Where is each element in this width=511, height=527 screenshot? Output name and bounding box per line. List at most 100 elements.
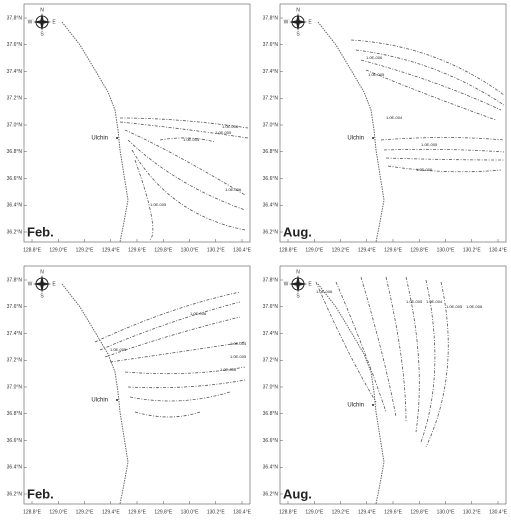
contour-label: 1.0E-004 (183, 137, 200, 142)
x-tick-label: 130.2°E (463, 247, 482, 253)
y-tick-label: 36.4°N (7, 465, 23, 471)
contour-line (386, 158, 504, 160)
y-tick-label: 37.4°N (263, 331, 279, 337)
site-marker (372, 137, 374, 139)
y-tick-label: 37.8°N (263, 15, 279, 21)
contour-label: 1.0E-005 (421, 142, 438, 147)
x-tick-label: 129.0°E (305, 509, 324, 515)
contour-label: 1.0E-005 (215, 130, 232, 135)
y-tick-label: 36.8°N (7, 149, 23, 155)
x-tick-label: 128.8°E (279, 247, 298, 253)
y-tick-label: 37.2°N (7, 96, 23, 102)
x-tick-label: 129.2°E (76, 509, 95, 515)
x-tick-label: 129.8°E (410, 247, 429, 253)
y-tick-label: 36.6°N (7, 438, 23, 444)
x-tick-label: 129.6°E (384, 509, 403, 515)
compass-e: E (308, 281, 312, 287)
x-tick-label: 129.2°E (332, 247, 351, 253)
x-tick-label: 130.4°E (489, 509, 508, 515)
y-tick-label: 37.4°N (7, 331, 23, 337)
contour-line (421, 280, 435, 442)
contour-label: 1.0E-006 (366, 55, 383, 60)
x-tick-label: 130.0°E (437, 247, 456, 253)
compass-n: N (40, 7, 44, 13)
contour-line (361, 60, 501, 110)
site-label: Ulchin (347, 403, 364, 409)
contour-line (351, 40, 504, 95)
contour-line (95, 292, 240, 342)
x-tick-label: 129.6°E (128, 247, 147, 253)
compass-rose (289, 13, 307, 31)
month-label: Aug. (283, 486, 312, 501)
month-label: Feb. (27, 224, 54, 239)
y-tick-label: 37.0°N (7, 122, 23, 128)
y-tick-label: 36.2°N (263, 491, 279, 497)
x-tick-label: 129.0°E (49, 247, 68, 253)
contour-label: 1.0E-005 (150, 202, 167, 207)
y-tick-label: 37.6°N (263, 42, 279, 48)
contour-line (426, 282, 448, 447)
figure: 37.8°N 37.6°N 37.4°N 37.2°N 37.0°N 36.8°N 36.6… (0, 0, 511, 522)
y-tick-label: 37.6°N (7, 42, 23, 48)
contour-label: 1.0E-004 (230, 341, 247, 346)
x-tick-label: 129.2°E (332, 509, 351, 515)
x-tick-label: 129.4°E (102, 247, 121, 253)
y-tick-label: 36.6°N (263, 438, 279, 444)
y-tick-label: 37.0°N (263, 122, 279, 128)
contour-line (386, 277, 406, 422)
contour-line (128, 140, 245, 210)
contour-label: 1.0E-005 (406, 299, 423, 304)
site-label: Ulchin (91, 136, 108, 142)
x-tick-label: 130.4°E (233, 509, 252, 515)
compass-n: N (296, 7, 300, 13)
y-tick-label: 36.8°N (263, 149, 279, 155)
compass-rose (33, 13, 51, 31)
x-tick-label: 130.0°E (181, 509, 200, 515)
x-tick-label: 129.6°E (128, 509, 147, 515)
contour-label: 1.0E-006 (225, 187, 242, 192)
contour-line (130, 392, 230, 401)
y-tick-label: 37.2°N (263, 358, 279, 364)
x-tick-label: 130.4°E (489, 247, 508, 253)
y-tick-label: 36.2°N (263, 229, 279, 235)
y-tick-label: 37.6°N (263, 304, 279, 310)
x-tick-label: 130.0°E (437, 509, 456, 515)
compass-s: S (296, 293, 300, 299)
map-frame (24, 4, 250, 242)
contour-label: 1.0E-004 (426, 299, 443, 304)
map-panel: 37.8°N37.6°N37.4°N37.2°N37.0°N36.8°N36.6… (7, 266, 252, 515)
contour-label: 1.0E-005 (230, 354, 247, 359)
y-tick-label: 37.8°N (263, 277, 279, 283)
x-tick-label: 130.2°E (207, 509, 226, 515)
contour-label: 1.0E-006 (416, 167, 433, 172)
month-label: Feb. (27, 486, 54, 501)
x-tick-label: 128.8°E (279, 509, 298, 515)
contour-label: 1.0E-005 (446, 304, 463, 309)
contour-line (100, 302, 240, 350)
x-tick-label: 129.6°E (384, 247, 403, 253)
y-tick-label: 37.4°N (7, 69, 23, 75)
contour-label: 1.0E-006 (222, 124, 239, 129)
y-tick-label: 37.8°N (7, 277, 23, 283)
site-marker (116, 137, 118, 139)
y-tick-label: 36.4°N (7, 203, 23, 209)
compass-w: W (28, 19, 33, 25)
y-tick-label: 36.6°N (7, 176, 23, 182)
compass-w: W (284, 281, 289, 287)
y-tick-label: 37.2°N (263, 96, 279, 102)
contour-line (135, 412, 200, 417)
x-tick-label: 130.2°E (463, 509, 482, 515)
x-tick-label: 129.4°E (358, 247, 377, 253)
contour-line (366, 70, 496, 120)
y-tick-label: 37.4°N (263, 69, 279, 75)
site-marker (372, 404, 374, 406)
x-tick-label: 129.0°E (305, 247, 324, 253)
contour-line (135, 160, 153, 240)
y-tick-label: 36.8°N (263, 411, 279, 417)
x-tick-label: 130.4°E (233, 247, 252, 253)
y-tick-label: 37.2°N (7, 358, 23, 364)
contour-line (128, 380, 245, 388)
map-panel: 37.8°N37.6°N37.4°N37.2°N37.0°N36.8°N36.6… (263, 4, 508, 253)
map-panel: 37.8°N37.6°N37.4°N37.2°N37.0°N36.8°N36.6… (7, 4, 252, 253)
month-label: Aug. (283, 224, 312, 239)
